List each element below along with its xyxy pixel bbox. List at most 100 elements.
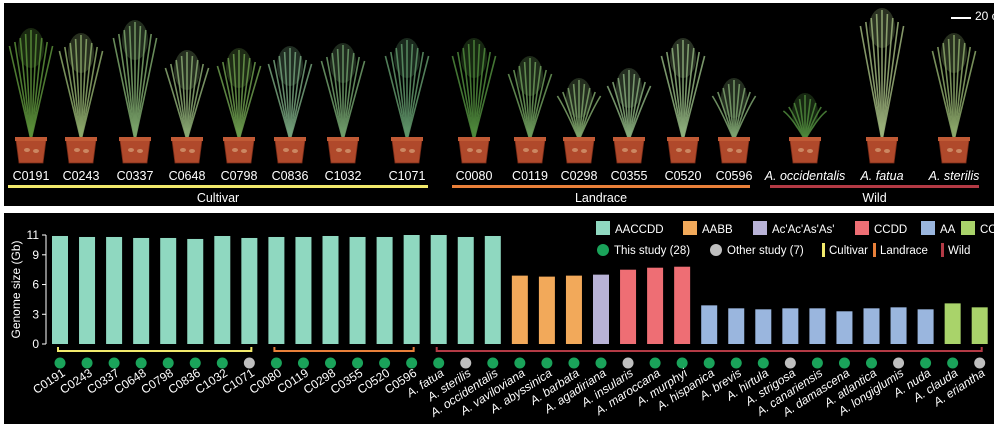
bar: [268, 236, 285, 344]
legend-other-study: Other study (7): [727, 245, 804, 257]
study-dot: [866, 357, 877, 369]
study-dot: [162, 357, 174, 369]
legend-label: Ac'Ac'As'As': [772, 224, 834, 236]
legend-swatch: [921, 221, 935, 235]
plant-label: C0520: [664, 169, 702, 183]
bar: [836, 311, 853, 344]
plant-1: [58, 33, 104, 164]
bar: [863, 308, 880, 344]
plant-14: [782, 93, 828, 164]
legend-label: AABB: [702, 224, 733, 236]
plant-label: A. fatua: [860, 169, 904, 183]
study-dot: [514, 357, 526, 369]
bar: [944, 303, 961, 344]
legend-group-swatch: [941, 243, 944, 257]
genome-size-chart-panel: 0 3 6 9 11 Genome size (Gb) C0191 C0243 C0337 C06…: [4, 213, 994, 424]
study-dot: [379, 357, 391, 369]
study-dot: [838, 357, 850, 369]
y-tick-label: 0: [32, 337, 39, 351]
study-dot: [487, 357, 499, 369]
legend-group-swatch: [873, 243, 876, 257]
legend-swatch: [961, 221, 975, 235]
group-label-landrace: Landrace: [574, 191, 628, 205]
plant-6: [320, 43, 366, 164]
study-dot: [297, 357, 309, 369]
study-dot: [270, 357, 282, 369]
study-dot: [947, 357, 959, 369]
y-tick-label: 9: [32, 248, 39, 262]
bar: [782, 308, 799, 344]
bar: [52, 235, 68, 344]
legend-swatch: [596, 221, 610, 235]
study-dot: [595, 357, 607, 369]
bar: [620, 269, 637, 344]
bar: [349, 236, 366, 344]
plant-label: C1032: [324, 169, 362, 183]
plant-0: [8, 28, 54, 164]
bar: [701, 305, 718, 344]
plant-label: C0191: [12, 169, 50, 183]
legend-group-label: Wild: [948, 245, 970, 257]
study-dot: [622, 357, 634, 369]
plant-7: [384, 38, 430, 164]
plant-8: [451, 38, 497, 164]
study-dot: [135, 357, 147, 369]
legend-group-label: Landrace: [880, 245, 928, 257]
legend-label: CCDD: [874, 224, 907, 236]
study-dot: [216, 357, 228, 369]
plant-13: [711, 78, 757, 164]
bar: [403, 235, 420, 344]
plant-4: [216, 48, 262, 164]
bar: [647, 267, 664, 344]
plant-5: [267, 46, 313, 164]
plant-3: [164, 50, 210, 164]
plant-label: C0080: [455, 169, 493, 183]
study-dot: [406, 357, 418, 369]
study-dot: [703, 357, 715, 369]
bar: [322, 235, 339, 344]
bar: [917, 309, 934, 344]
plant-label: C0243: [62, 169, 100, 183]
plant-15: [859, 8, 905, 164]
bar: [430, 235, 447, 344]
study-dot: [784, 357, 796, 369]
legend-group-label: Cultivar: [829, 245, 868, 257]
plant-label: A. occidentalis: [764, 169, 846, 183]
bar: [674, 266, 691, 344]
bar: [565, 275, 582, 344]
study-dot: [757, 357, 769, 369]
bar: [971, 307, 988, 344]
study-dot: [893, 357, 905, 369]
legend-label: AACCDD: [615, 224, 664, 236]
y-axis-label: Genome size (Gb): [9, 240, 23, 338]
study-dot: [541, 357, 553, 369]
plant-label: C0648: [168, 169, 206, 183]
group-bar-landrace: [452, 185, 750, 188]
plant-label: C0119: [512, 169, 548, 183]
bar: [511, 275, 528, 344]
y-tick-label: 6: [32, 278, 39, 292]
bar: [376, 236, 393, 344]
scale-bar: [951, 17, 971, 19]
scale-bar-label: 20 cm: [975, 9, 994, 23]
study-dot: [460, 357, 472, 369]
plant-label: A. sterilis: [928, 169, 980, 183]
legend-this-study: This study (28): [614, 245, 690, 257]
study-dot: [243, 357, 255, 369]
plant-label: C1071: [388, 169, 426, 183]
bar: [214, 235, 231, 344]
plant-label: C0355: [610, 169, 648, 183]
bar: [295, 236, 312, 344]
plant-label: C0798: [220, 169, 258, 183]
group-label-wild: Wild: [862, 191, 887, 205]
bar: [457, 236, 474, 344]
bar: [484, 235, 501, 344]
plant-photo-panel: C0191 C0243 C0337 C0648 C0798 C0836 C1032 C1071…: [4, 3, 994, 206]
legend-other-study-dot: [710, 244, 722, 256]
plant-photo: [8, 8, 977, 164]
plant-10: [556, 78, 602, 164]
plant-label: C0836: [271, 169, 309, 183]
group-label-cultivar: Cultivar: [196, 191, 240, 205]
plant-2: [112, 20, 158, 164]
